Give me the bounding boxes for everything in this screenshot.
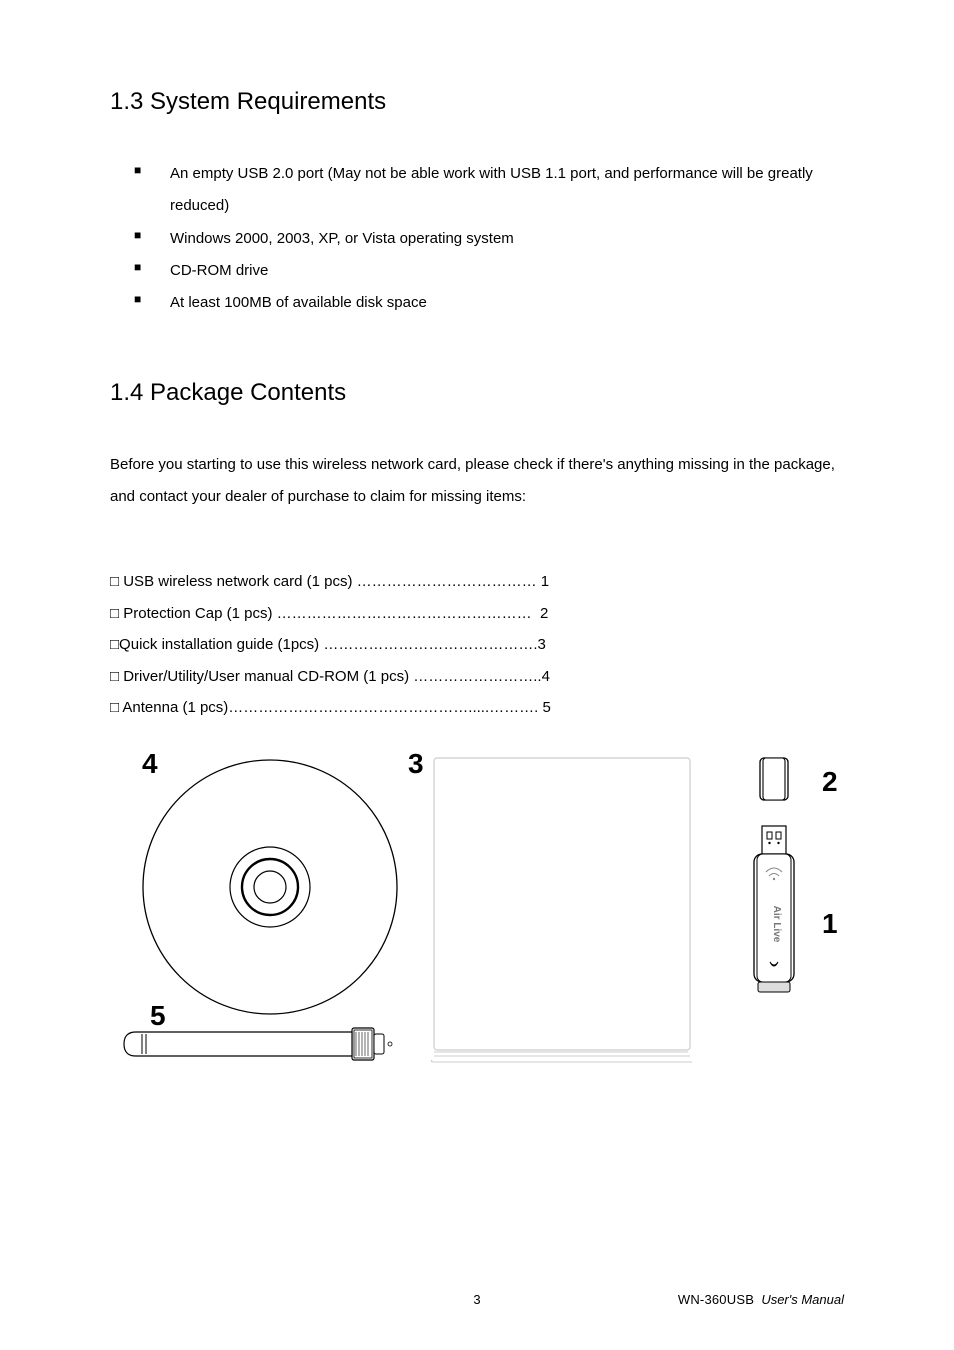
- sys-req-bullets: An empty USB 2.0 port (May not be able w…: [110, 158, 844, 319]
- diagram-number-1: 1: [822, 908, 838, 940]
- footer-model: WN-360USB: [678, 1292, 754, 1307]
- footer-page-number: 3: [473, 1292, 480, 1307]
- pkg-item: □ USB wireless network card (1 pcs) ……………: [110, 566, 844, 598]
- pkg-item: □ Protection Cap (1 pcs) …………………………………………: [110, 598, 844, 630]
- bullet-item: Windows 2000, 2003, XP, or Vista operati…: [134, 223, 844, 255]
- footer-title: WN-360USB User's Manual: [678, 1292, 844, 1307]
- diagram-number-5: 5: [150, 1000, 166, 1032]
- bullet-item: CD-ROM drive: [134, 255, 844, 287]
- usb-dongle-icon: Air Live: [742, 824, 812, 1014]
- pkg-items-list: □ USB wireless network card (1 pcs) ……………: [110, 566, 844, 724]
- guide-booklet-icon: [428, 754, 728, 1074]
- bullet-item: An empty USB 2.0 port (May not be able w…: [134, 158, 844, 223]
- diagram-number-2: 2: [822, 766, 838, 798]
- footer-users-manual: User's Manual: [761, 1292, 844, 1307]
- diagram-number-3: 3: [408, 748, 424, 780]
- heading-sys-req: 1.3 System Requirements: [110, 88, 844, 116]
- cd-icon: [124, 752, 404, 1032]
- diagram-number-4: 4: [142, 748, 158, 780]
- pkg-item: □ Driver/Utility/User manual CD-ROM (1 p…: [110, 661, 844, 693]
- pkg-intro: Before you starting to use this wireless…: [110, 449, 844, 512]
- bullet-item: At least 100MB of available disk space: [134, 287, 844, 319]
- svg-text:Air Live: Air Live: [771, 905, 782, 942]
- package-diagram: Air Live 4 3 2 1 5: [114, 748, 848, 1068]
- pkg-item: □Quick installation guide (1pcs) ……………………: [110, 629, 844, 661]
- heading-pkg-contents: 1.4 Package Contents: [110, 379, 844, 407]
- pkg-item: □ Antenna (1 pcs)………………………………………….....………: [110, 692, 844, 724]
- protection-cap-icon: [750, 752, 810, 812]
